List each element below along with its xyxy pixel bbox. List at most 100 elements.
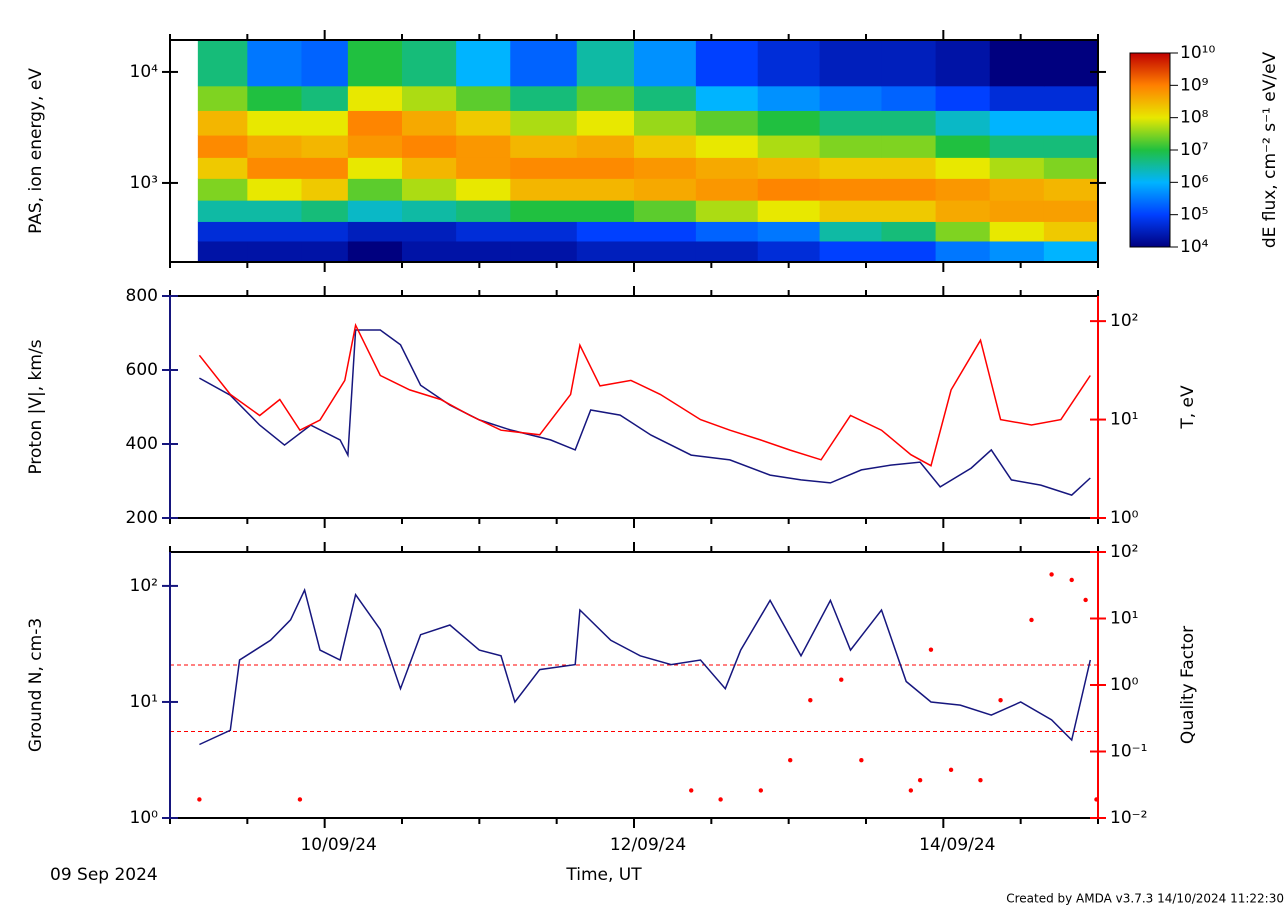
heatmap-cell — [989, 135, 1045, 158]
y2-axis-label: T, eV — [1178, 385, 1198, 430]
heatmap-cell — [197, 178, 248, 201]
y2-tick-label: 10¹ — [1110, 609, 1138, 629]
heatmap-cell — [634, 110, 697, 136]
heatmap-cell — [197, 221, 248, 242]
heatmap-cell — [881, 221, 937, 242]
heatmap-cell — [402, 40, 457, 87]
heatmap-cell — [510, 240, 578, 263]
colorbar-label: dE flux, cm⁻² s⁻¹ eV/eV — [1260, 51, 1280, 248]
heatmap-cell — [634, 178, 697, 201]
heatmap-cell — [456, 178, 511, 201]
heatmap-cell — [197, 200, 248, 222]
heatmap-cell — [247, 200, 302, 222]
heatmap-cell — [1043, 200, 1099, 222]
heatmap-cell — [935, 200, 991, 222]
data-point — [297, 797, 303, 802]
heatmap-cell — [347, 200, 403, 222]
heatmap-cell — [695, 40, 759, 87]
heatmap-cell — [197, 85, 248, 111]
heatmap-cell — [576, 200, 635, 222]
heatmap-cell — [881, 110, 937, 136]
heatmap-cell — [935, 135, 991, 158]
heatmap-cell — [247, 85, 302, 111]
heatmap-cell — [301, 135, 349, 158]
heatmap-cell — [881, 85, 937, 111]
heatmap-cell — [634, 135, 697, 158]
y2-tick-label: 10² — [1110, 311, 1138, 331]
heatmap-cell — [510, 200, 578, 222]
colorbar — [1129, 52, 1171, 248]
data-point — [978, 778, 983, 783]
heatmap-cell — [1043, 135, 1099, 158]
heatmap-cell — [989, 200, 1045, 222]
y2-tick-label: 10⁻¹ — [1110, 742, 1147, 762]
heatmap-cell — [695, 157, 759, 179]
heatmap-cell — [347, 135, 403, 158]
heatmap-cell — [576, 40, 635, 87]
heatmap-cell — [510, 40, 578, 87]
heatmap-cell — [881, 178, 937, 201]
data-point — [1069, 577, 1074, 583]
heatmap-cell — [935, 157, 991, 179]
heatmap-cell — [634, 221, 697, 242]
y2-tick-label: 10² — [1110, 542, 1138, 562]
heatmap-cell — [510, 221, 578, 242]
heatmap-cell — [197, 40, 248, 87]
heatmap-cell — [510, 85, 578, 111]
heatmap-cell — [402, 200, 457, 222]
y-tick-label: 10² — [130, 576, 158, 596]
heatmap-cell — [881, 200, 937, 222]
colorbar-tick-label: 10¹⁰ — [1180, 43, 1215, 63]
data-point — [1049, 572, 1054, 577]
heatmap-cell — [247, 157, 302, 179]
heatmap-cell — [247, 240, 302, 263]
y-tick-label: 10¹ — [130, 692, 158, 712]
heatmap-cell — [247, 221, 302, 242]
colorbar-tick-label: 10⁶ — [1180, 172, 1209, 192]
heatmap-cell — [576, 221, 635, 242]
heatmap-cell — [197, 240, 248, 263]
heatmap-cell — [935, 178, 991, 201]
series-line — [199, 587, 1092, 746]
heatmap-cell — [347, 85, 403, 111]
heatmap-cell — [881, 40, 937, 87]
heatmap-cell — [819, 178, 882, 201]
heatmap-cell — [347, 178, 403, 201]
heatmap-cell — [935, 40, 991, 87]
y-tick-label: 10³ — [130, 173, 158, 193]
heatmap-cell — [757, 40, 821, 87]
heatmap-cell — [935, 110, 991, 136]
heatmap-cell — [576, 110, 635, 136]
heatmap-cell — [989, 110, 1045, 136]
heatmap-cell — [634, 40, 697, 87]
colorbar-tick-label: 10⁹ — [1180, 75, 1209, 95]
heatmap-cell — [634, 157, 697, 179]
heatmap-cell — [1043, 110, 1099, 136]
heatmap-cell — [347, 240, 403, 263]
y-axis-label: PAS, ion energy, eV — [26, 68, 46, 234]
y2-tick-label: 10¹ — [1110, 410, 1138, 430]
heatmap-cell — [819, 240, 882, 263]
date-label: 09 Sep 2024 — [50, 865, 158, 885]
data-point — [1083, 597, 1088, 603]
heatmap-cell — [1043, 240, 1099, 263]
heatmap-cell — [576, 178, 635, 201]
heatmap-cell — [695, 200, 759, 222]
heatmap-cell — [695, 110, 759, 136]
heatmap-cell — [819, 157, 882, 179]
data-point — [718, 797, 723, 802]
heatmap-cell — [819, 200, 882, 222]
heatmap-cell — [301, 221, 349, 242]
heatmap-cell — [989, 240, 1045, 263]
heatmap-cell — [456, 40, 511, 87]
heatmap-cell — [301, 40, 349, 87]
heatmap-cell — [301, 240, 349, 263]
heatmap-cell — [301, 85, 349, 111]
heatmap-cell — [881, 157, 937, 179]
heatmap-cell — [456, 157, 511, 179]
heatmap-cell — [247, 110, 302, 136]
colorbar-tick-label: 10⁸ — [1180, 108, 1209, 128]
data-point — [948, 767, 954, 773]
data-point — [788, 757, 793, 763]
heatmap-cell — [881, 135, 937, 158]
